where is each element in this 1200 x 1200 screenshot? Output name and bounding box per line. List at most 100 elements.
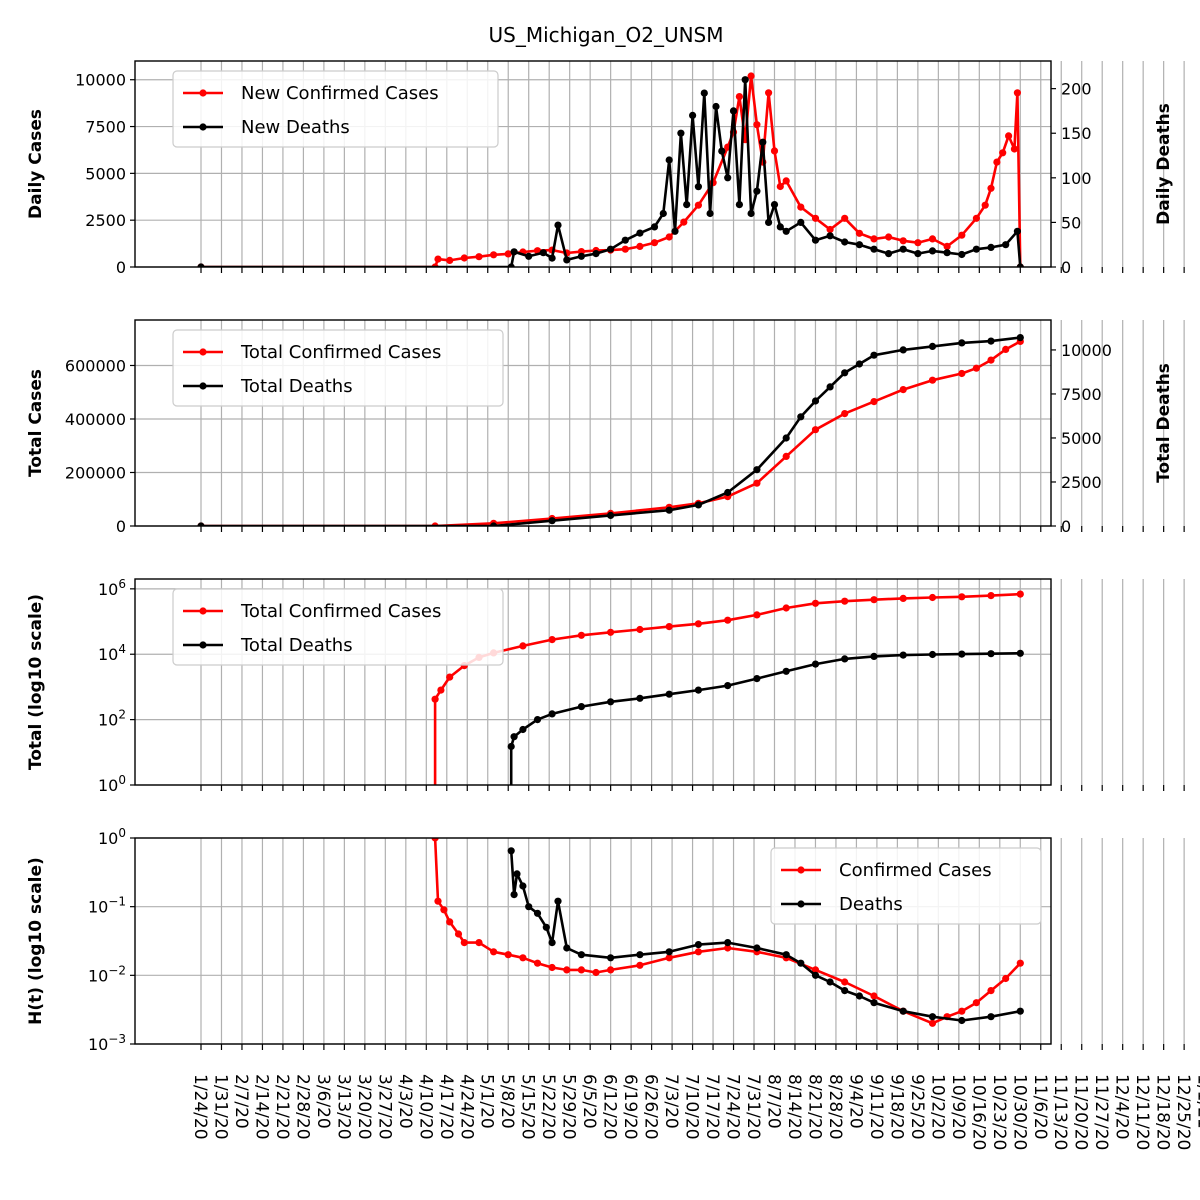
- data-point: [958, 369, 966, 378]
- data-point: [928, 1013, 937, 1021]
- data-point: [1002, 345, 1010, 353]
- data-point: [548, 517, 556, 525]
- data-point: [776, 182, 784, 191]
- data-point: [689, 111, 697, 119]
- legend-marker: [797, 866, 805, 874]
- data-point: [490, 948, 498, 956]
- data-point: [475, 253, 483, 261]
- y-axis-label: Total (log10 scale): [26, 594, 46, 770]
- data-point: [665, 690, 673, 698]
- data-point: [724, 174, 732, 182]
- data-point: [1013, 227, 1022, 235]
- y-tick-label: 0: [116, 517, 126, 536]
- data-point: [665, 954, 673, 962]
- data-point: [885, 250, 893, 258]
- data-point: [987, 650, 995, 658]
- x-tick-label: 12/4/20: [1112, 1074, 1132, 1140]
- data-point: [724, 682, 732, 690]
- legend-label: Confirmed Cases: [839, 860, 992, 881]
- data-point: [928, 1019, 937, 1027]
- x-tick-label: 2/7/20: [231, 1074, 251, 1129]
- x-tick-label: 6/5/20: [579, 1074, 599, 1129]
- data-point: [928, 593, 937, 602]
- data-point: [841, 369, 849, 377]
- data-point: [870, 652, 878, 661]
- data-point: [665, 948, 673, 956]
- data-point: [680, 218, 688, 226]
- data-point: [434, 897, 442, 905]
- x-tick-label: 4/24/20: [456, 1074, 476, 1140]
- data-point: [724, 939, 732, 947]
- data-point: [694, 183, 703, 191]
- data-point: [811, 966, 820, 974]
- data-point: [972, 364, 981, 372]
- data-point: [958, 1016, 966, 1025]
- y-tick-label: 2500: [85, 211, 126, 230]
- data-point: [504, 250, 512, 258]
- x-tick-label: 7/3/20: [661, 1074, 681, 1129]
- x-tick-label: 11/20/20: [1071, 1074, 1091, 1150]
- data-point: [797, 413, 805, 421]
- data-point: [899, 245, 907, 253]
- y-axis-label: Daily Cases: [26, 109, 46, 219]
- data-point: [554, 897, 562, 905]
- x-tick-label: 10/16/20: [968, 1074, 988, 1150]
- y-right-tick-label: 2500: [1061, 473, 1102, 492]
- data-point: [870, 398, 878, 406]
- x-tick-label: 12/25/20: [1173, 1074, 1193, 1150]
- data-point: [729, 107, 738, 115]
- data-point: [510, 248, 518, 256]
- plot-frame: [134, 319, 1052, 527]
- y-tick-label: 400000: [65, 410, 126, 429]
- legend: New Confirmed Cases New Deaths: [172, 70, 499, 148]
- data-point: [683, 201, 691, 209]
- data-point: [928, 235, 937, 243]
- x-tick-label: 9/25/20: [907, 1074, 927, 1140]
- data-point: [607, 628, 615, 636]
- data-point: [811, 971, 820, 979]
- data-point: [782, 604, 790, 612]
- x-tick-label: 3/27/20: [374, 1074, 394, 1140]
- data-point: [899, 386, 907, 394]
- data-point: [1002, 241, 1010, 249]
- data-point: [972, 999, 981, 1007]
- data-point: [724, 944, 732, 952]
- data-point: [855, 360, 864, 368]
- data-point: [958, 339, 966, 347]
- data-point: [431, 838, 439, 842]
- data-point: [797, 203, 805, 211]
- data-point: [504, 951, 512, 959]
- data-point: [987, 243, 995, 251]
- data-point: [928, 650, 937, 659]
- legend-box: [172, 70, 499, 148]
- y-tick-label: 10−3: [88, 1032, 126, 1054]
- x-tick-label: 8/21/20: [804, 1074, 824, 1140]
- data-point: [870, 235, 878, 243]
- data-point: [577, 252, 586, 260]
- x-tick-label: 5/22/20: [538, 1074, 558, 1140]
- x-tick-label: 4/17/20: [436, 1074, 456, 1140]
- data-point: [928, 342, 937, 350]
- series-line: [509, 652, 1021, 785]
- data-point: [533, 959, 542, 967]
- data-point: [636, 242, 644, 250]
- data-point: [1016, 1007, 1024, 1015]
- data-point: [782, 452, 790, 460]
- data-point: [460, 254, 468, 262]
- x-tick-label: 1/1/21: [1194, 1074, 1200, 1129]
- legend-label: Total Confirmed Cases: [240, 601, 441, 622]
- x-tick-label: 9/18/20: [886, 1074, 906, 1140]
- data-point: [671, 227, 679, 235]
- data-point: [958, 650, 966, 658]
- x-tick-label: 2/21/20: [272, 1074, 292, 1140]
- data-point: [782, 951, 790, 959]
- chart-title: US_Michigan_O2_UNSM: [488, 23, 723, 47]
- data-point: [899, 651, 907, 659]
- series-total-deaths: [197, 334, 1024, 526]
- y-tick-label: 600000: [65, 356, 126, 375]
- data-point: [855, 241, 864, 249]
- data-point: [694, 686, 703, 694]
- x-tick-label: 3/13/20: [333, 1074, 353, 1140]
- data-point: [577, 631, 586, 639]
